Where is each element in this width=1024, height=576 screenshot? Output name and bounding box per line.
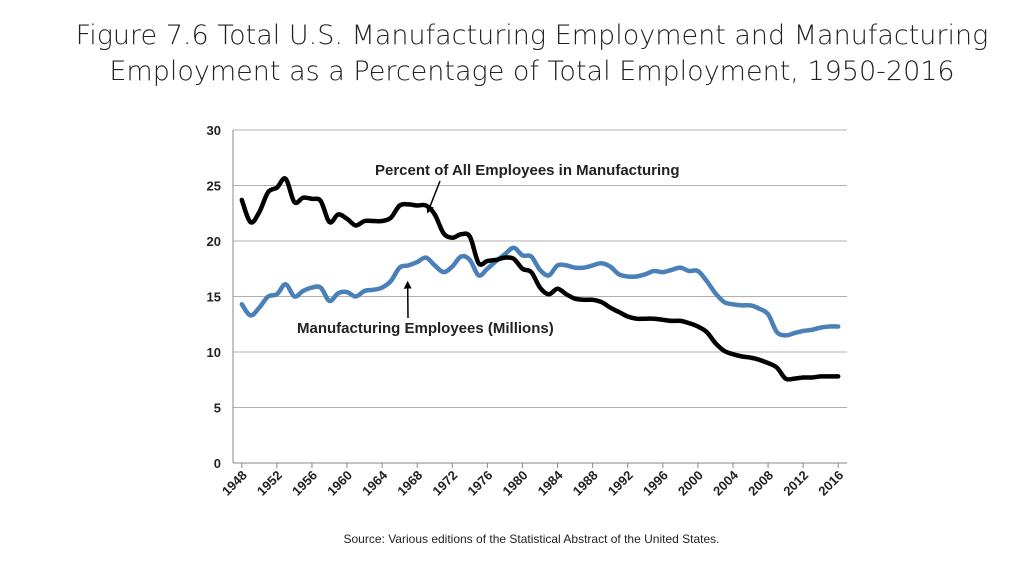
x-tick-label-1972: 1972 — [429, 468, 460, 499]
x-tick-label-2016: 2016 — [815, 468, 846, 499]
series-percent-line — [239, 176, 841, 382]
x-tick-label-1984: 1984 — [535, 467, 567, 499]
x-tick-label-1996: 1996 — [640, 468, 671, 499]
x-tick-label-1952: 1952 — [254, 468, 285, 499]
x-tick-label-1964: 1964 — [359, 467, 391, 499]
y-tick-label-25: 25 — [207, 179, 221, 194]
y-tick-label-30: 30 — [207, 123, 221, 138]
y-tick-label-5: 5 — [214, 401, 221, 416]
annotation-percent-label: Percent of All Employees in Manufacturin… — [375, 162, 680, 179]
x-tick-label-1976: 1976 — [464, 468, 495, 499]
annotation-employees-label: Manufacturing Employees (Millions) — [297, 320, 554, 337]
x-tick-label-2012: 2012 — [780, 468, 811, 499]
y-tick-label-20: 20 — [207, 234, 221, 249]
source-note: Source: Various editions of the Statisti… — [343, 532, 720, 546]
chart-title-line-2: Employment as a Percentage of Total Empl… — [109, 56, 955, 87]
y-tick-label-10: 10 — [207, 345, 221, 360]
x-tick-label-1960: 1960 — [324, 468, 355, 499]
y-tick-label-0: 0 — [214, 456, 221, 471]
series-employees-line — [239, 245, 841, 338]
y-tick-label-15: 15 — [207, 290, 221, 305]
x-tick-label-2004: 2004 — [710, 467, 742, 499]
x-tick-label-2000: 2000 — [675, 468, 706, 499]
x-tick-label-1988: 1988 — [570, 468, 601, 499]
chart-title: Figure 7.6 Total U.S. Manufacturing Empl… — [40, 18, 1024, 90]
x-tick-label-2008: 2008 — [745, 468, 776, 499]
x-tick-label-1956: 1956 — [289, 468, 320, 499]
x-tick-label-1948: 1948 — [219, 468, 250, 499]
x-tick-label-1992: 1992 — [605, 468, 636, 499]
x-tick-label-1980: 1980 — [500, 468, 531, 499]
annotation-percent-arrow — [426, 180, 441, 214]
chart-title-line-1: Figure 7.6 Total U.S. Manufacturing Empl… — [75, 20, 989, 51]
x-tick-label-1968: 1968 — [394, 468, 425, 499]
